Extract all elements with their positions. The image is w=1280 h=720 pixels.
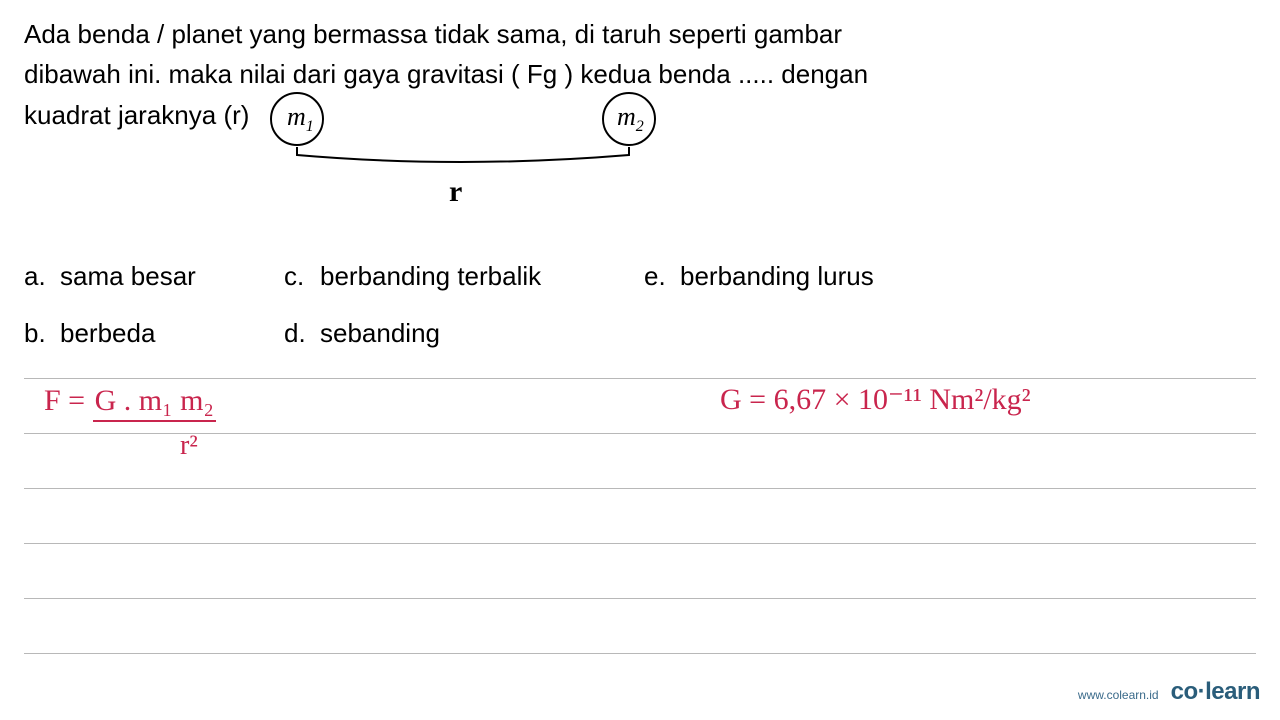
question-block: Ada benda / planet yang bermassa tidak s… (0, 0, 1280, 349)
logo-pre: co (1171, 678, 1198, 705)
formula-denominator: r² (180, 430, 198, 462)
handwritten-formula: F = G . m₁ m₂ (44, 384, 216, 422)
option-a-letter: a. (24, 261, 50, 292)
logo-post: learn (1205, 678, 1260, 705)
options-grid: a. sama besar c. berbanding terbalik e. … (24, 261, 1256, 349)
ruled-line (24, 653, 1256, 654)
mass2-label: m2 (617, 102, 644, 135)
distance-bracket (297, 147, 629, 162)
footer-url: www.colearn.id (1078, 688, 1159, 702)
option-b-text: berbeda (60, 318, 155, 349)
formula-numerator: G . m₁ m₂ (93, 384, 216, 422)
formula-lhs: F = (44, 384, 93, 417)
distance-label: r (449, 175, 462, 208)
diagram: m1 m2 r (259, 89, 679, 209)
footer: www.colearn.id co·learn (1078, 678, 1260, 706)
option-a-text: sama besar (60, 261, 196, 292)
option-a[interactable]: a. sama besar (24, 261, 284, 292)
logo-dot: · (1198, 678, 1206, 705)
option-c-letter: c. (284, 261, 310, 292)
ruled-line (24, 598, 1256, 599)
option-d-text: sebanding (320, 318, 440, 349)
footer-logo: co·learn (1171, 678, 1260, 706)
option-e-text: berbanding lurus (680, 261, 874, 292)
ruled-line (24, 433, 1256, 434)
option-b-letter: b. (24, 318, 50, 349)
mass1-label: m1 (287, 102, 314, 135)
option-e[interactable]: e. berbanding lurus (644, 261, 984, 292)
ruled-paper (0, 378, 1280, 708)
option-c-text: berbanding terbalik (320, 261, 541, 292)
question-line1: Ada benda / planet yang bermassa tidak s… (24, 14, 1256, 54)
ruled-line (24, 488, 1256, 489)
handwritten-g-constant: G = 6,67 × 10⁻¹¹ Nm²/kg² (720, 382, 1031, 417)
question-line3: kuadrat jaraknya (r) (24, 95, 249, 135)
option-d-letter: d. (284, 318, 310, 349)
option-d[interactable]: d. sebanding (284, 318, 644, 349)
option-e-letter: e. (644, 261, 670, 292)
option-c[interactable]: c. berbanding terbalik (284, 261, 644, 292)
option-b[interactable]: b. berbeda (24, 318, 284, 349)
ruled-line (24, 543, 1256, 544)
ruled-line (24, 378, 1256, 379)
